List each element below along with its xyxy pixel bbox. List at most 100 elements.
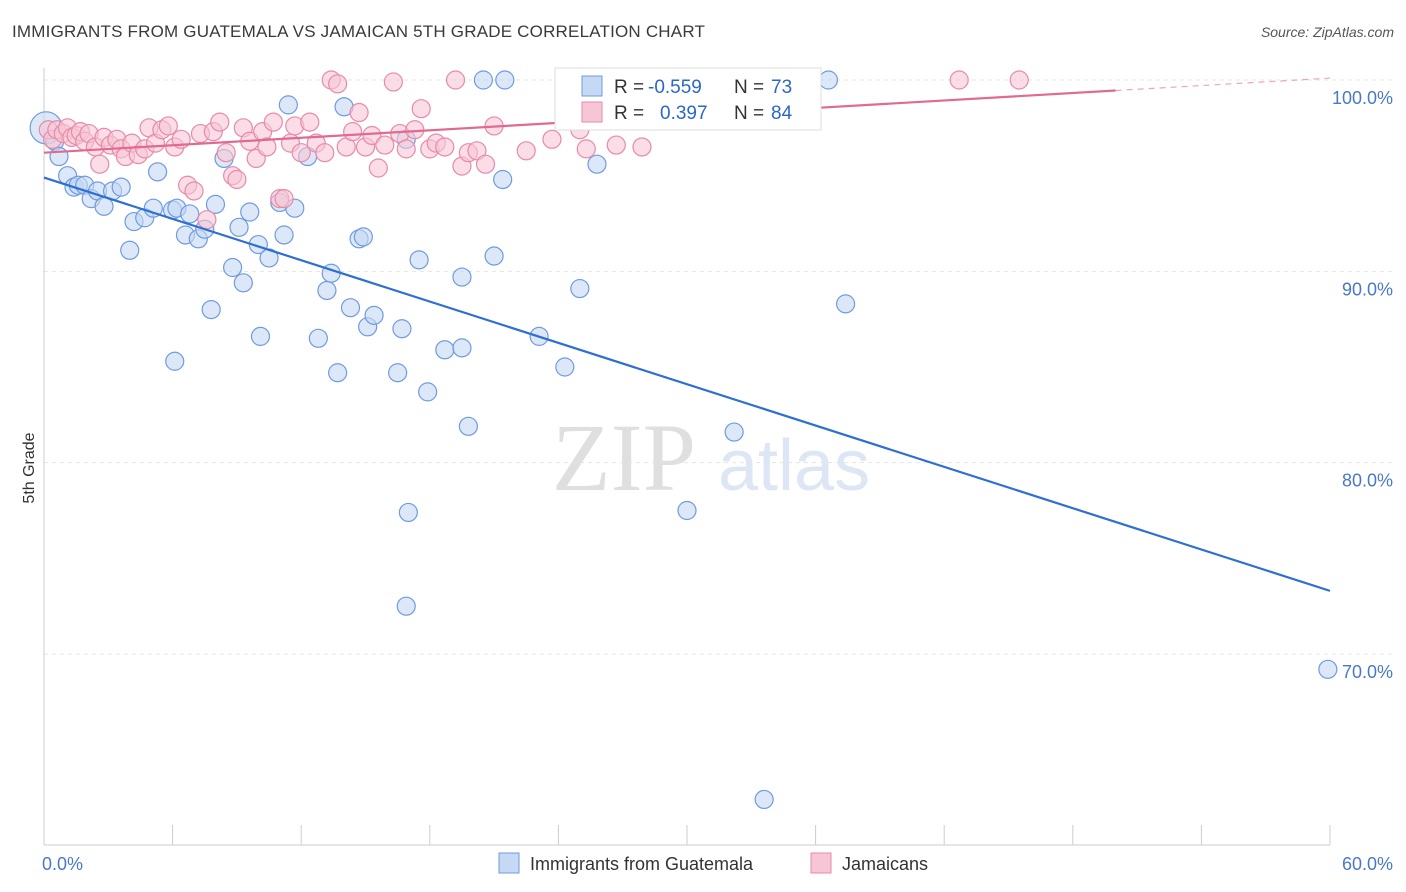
jamaicans-point-73	[542, 129, 562, 149]
chart-title: IMMIGRANTS FROM GUATEMALA VS JAMAICAN 5T…	[12, 22, 706, 41]
legend-n-value-2: 84	[771, 103, 793, 124]
series-legend: Immigrants from Guatemala Jamaicans	[498, 852, 928, 874]
jamaicans-point-57	[375, 135, 395, 155]
legend-swatch-guatemala	[581, 75, 603, 97]
legend-r-value-1: -0.559	[648, 77, 702, 98]
jamaicans-point-34	[227, 169, 247, 190]
guatemala-point-63	[495, 70, 515, 90]
guatemala-point-59	[458, 416, 478, 436]
bottom-legend-swatch-guatemala	[498, 852, 520, 874]
legend-r-value-2: 0.397	[660, 103, 708, 124]
grid	[44, 79, 1392, 655]
guatemala-point-55	[418, 382, 438, 402]
jamaicans-point-76	[576, 139, 596, 159]
x-tick-label-1: 60.0%	[1342, 854, 1393, 874]
guatemala-point-19	[165, 351, 185, 371]
jamaicans-point-82	[949, 70, 969, 90]
x-tick-label-0: 0.0%	[42, 854, 83, 874]
y-axis-label: 5th Grade	[21, 432, 38, 503]
guatemala-point-70	[754, 789, 774, 810]
guatemala-point-69	[724, 422, 744, 442]
jamaicans-point-52	[343, 122, 363, 142]
guatemala-point-44	[340, 298, 361, 318]
guatemala-point-35	[274, 225, 294, 245]
jamaicans-point-62	[411, 99, 431, 119]
axes	[43, 68, 1331, 846]
jamaicans-point-60	[396, 139, 416, 159]
jamaicans-point-39	[257, 137, 277, 157]
jamaicans-point-78	[632, 137, 652, 157]
y-tick-label-0: 100.0%	[1332, 88, 1393, 108]
jamaicans-point-77	[606, 135, 626, 155]
jamaicans-point-31	[210, 112, 230, 132]
jamaicans-point-48	[315, 143, 335, 163]
stats-legend: R = -0.559 N = 73 R = 0.397 N = 84	[554, 67, 822, 131]
y-tick-label-2: 80.0%	[1342, 471, 1393, 491]
jamaicans-point-11	[90, 154, 110, 174]
guatemala-point-57	[452, 338, 472, 358]
watermark: ZIP atlas	[552, 404, 870, 511]
guatemala-point-39	[308, 328, 328, 348]
legend-r-label-1: R =	[614, 77, 644, 98]
guatemala-point-60	[473, 70, 493, 90]
guatemala-point-32	[250, 326, 271, 346]
guatemala-point-67	[587, 154, 607, 174]
jamaicans-point-83	[1009, 70, 1029, 90]
guatemala-point-48	[364, 305, 384, 325]
jamaicans-point-69	[467, 141, 487, 161]
jamaicans-point-29	[197, 210, 217, 230]
guatemala-point-56	[435, 340, 455, 360]
trend-line-guatemala	[43, 176, 1331, 592]
guatemala-point-12	[120, 240, 140, 260]
guatemala-point-40	[317, 280, 337, 301]
legend-r-label-2: R =	[614, 103, 644, 124]
guatemala-point-42	[328, 363, 348, 383]
guatemala-point-73	[1318, 659, 1338, 679]
guatemala-point-72	[836, 294, 856, 314]
guatemala-point-68	[677, 500, 697, 521]
jamaicans-point-23	[158, 116, 178, 136]
jamaicans-point-42	[274, 189, 294, 209]
jamaicans-point-32	[216, 143, 236, 163]
bottom-legend-label-guatemala: Immigrants from Guatemala	[530, 854, 754, 874]
guatemala-point-21	[180, 204, 200, 224]
jamaicans-point-65	[435, 137, 455, 157]
guatemala-point-28	[229, 217, 249, 237]
legend-n-value-1: 73	[771, 77, 792, 98]
guatemala-point-52	[398, 502, 418, 523]
guatemala-point-49	[388, 363, 408, 383]
jamaicans-point-50	[328, 74, 348, 94]
y-tick-label-1: 90.0%	[1342, 279, 1393, 299]
guatemala-point-27	[223, 257, 243, 278]
watermark-zip: ZIP	[552, 404, 696, 511]
guatemala-point-54	[409, 250, 429, 270]
legend-swatch-jamaicans	[581, 101, 603, 123]
jamaicans-point-53	[349, 102, 369, 123]
legend-n-label-1: N =	[734, 77, 764, 98]
guatemala-point-36	[278, 95, 298, 115]
series-jamaicans-points	[38, 70, 1029, 230]
y-tick-labels: 100.0% 90.0% 80.0% 70.0%	[1332, 88, 1393, 682]
jamaicans-point-40	[263, 112, 283, 132]
guatemala-point-11	[111, 177, 131, 197]
trend-line-jamaicans-extension	[1115, 77, 1331, 92]
bottom-legend-swatch-jamaicans	[810, 852, 832, 874]
jamaicans-point-46	[300, 112, 320, 132]
guatemala-point-15	[143, 198, 163, 218]
jamaicans-point-45	[291, 143, 311, 163]
guatemala-point-53	[396, 596, 416, 616]
watermark-atlas: atlas	[718, 426, 870, 506]
jamaicans-point-66	[445, 70, 466, 90]
guatemala-point-61	[484, 246, 504, 266]
guatemala-point-66	[570, 278, 590, 299]
guatemala-point-50	[392, 319, 412, 339]
jamaicans-point-58	[383, 72, 403, 92]
legend-n-label-2: N =	[734, 103, 764, 124]
x-tick-labels: 0.0% 60.0%	[42, 854, 1393, 874]
chart-source: Source: ZipAtlas.com	[1260, 24, 1394, 40]
guatemala-point-25	[205, 194, 226, 214]
guatemala-point-16	[147, 162, 168, 182]
jamaicans-point-55	[362, 125, 382, 146]
jamaicans-point-70	[475, 154, 496, 174]
